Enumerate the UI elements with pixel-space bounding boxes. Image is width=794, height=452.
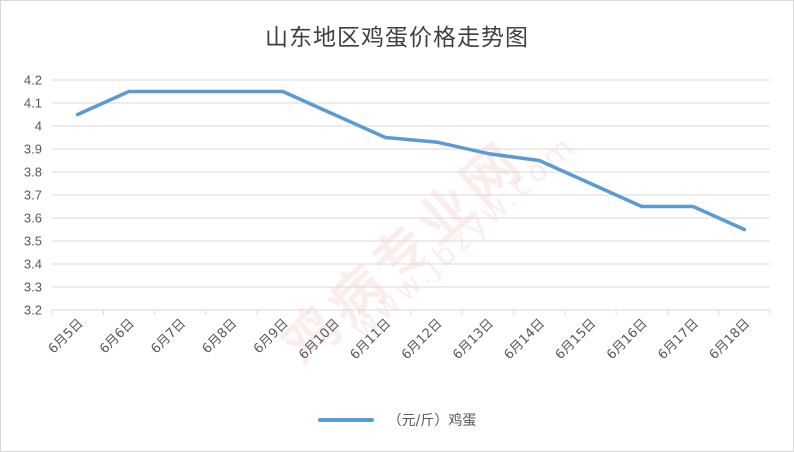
y-tick-label: 3.8 (24, 165, 42, 180)
data-point (537, 159, 541, 162)
y-tick-label: 3.6 (24, 211, 42, 226)
y-tick-label: 4 (35, 119, 42, 134)
data-point (178, 90, 182, 93)
data-point (281, 90, 285, 93)
y-tick-label: 3.7 (24, 188, 42, 203)
series-line (75, 89, 747, 232)
x-tick-label: 6月18日 (707, 316, 754, 363)
x-tick-label: 6月7日 (148, 316, 189, 357)
y-tick-label: 3.5 (24, 234, 42, 249)
x-tick-label: 6月12日 (399, 316, 446, 363)
legend-swatch (317, 418, 374, 422)
legend-label: （元/斤）鸡蛋 (387, 413, 477, 429)
x-tick-label: 6月17日 (655, 316, 702, 363)
x-tick-label: 6月15日 (553, 316, 600, 363)
data-point (127, 90, 131, 93)
x-tick-label: 6月13日 (450, 316, 497, 363)
x-tick-label: 6月16日 (604, 316, 651, 363)
y-tick-label: 4.1 (24, 96, 42, 111)
legend: （元/斤）鸡蛋 (0, 410, 794, 430)
y-tick-label: 3.4 (24, 257, 42, 272)
y-tick-label: 3.3 (24, 280, 42, 295)
data-point (486, 152, 490, 156)
x-tick-label: 6月8日 (200, 316, 241, 357)
chart-title: 山东地区鸡蛋价格走势图 (265, 25, 529, 51)
y-tick-label: 3.9 (24, 142, 42, 157)
data-point (76, 113, 80, 116)
y-tick-label: 3.2 (24, 303, 42, 318)
x-tick-label: 6月11日 (348, 316, 395, 363)
data-point (640, 205, 644, 208)
data-point (332, 113, 336, 116)
data-point (383, 136, 387, 139)
x-tick-label: 6月9日 (251, 316, 292, 357)
x-tick-label: 6月14日 (501, 316, 548, 363)
data-point (742, 228, 746, 231)
x-tick-label: 6月5日 (46, 316, 87, 357)
data-point (230, 90, 233, 93)
y-tick-label: 4.2 (24, 73, 42, 88)
data-point (435, 140, 439, 144)
x-tick-label: 6月6日 (97, 316, 138, 357)
data-point (691, 205, 695, 208)
data-point (589, 182, 592, 185)
x-tick-label: 6月10日 (296, 316, 343, 363)
